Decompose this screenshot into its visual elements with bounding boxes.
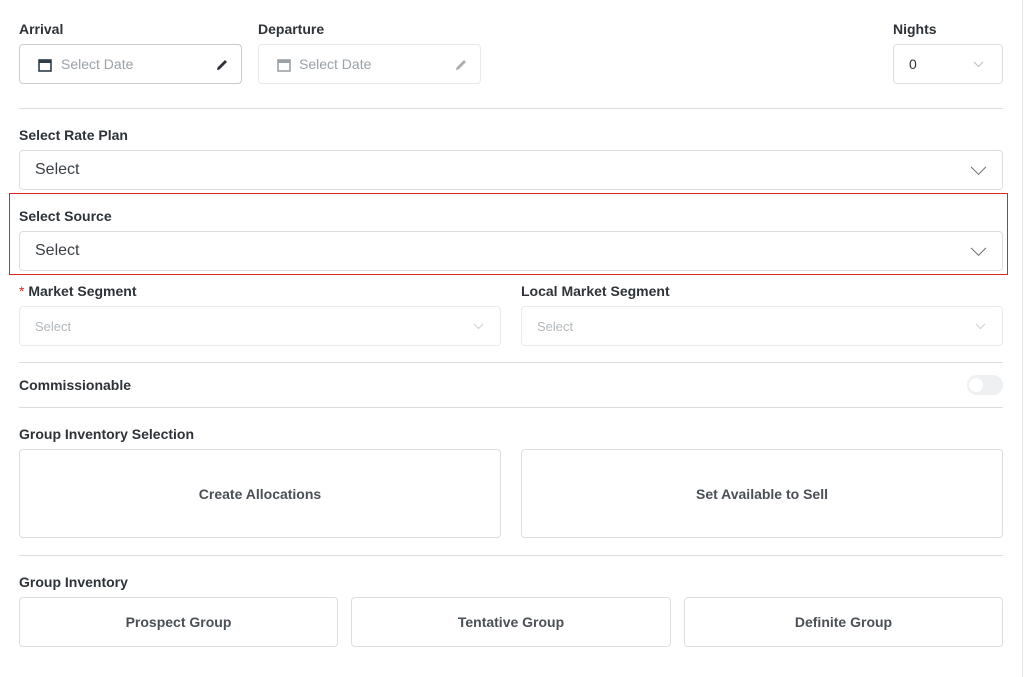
arrival-placeholder: Select Date [61, 56, 134, 72]
rate-plan-value: Select [35, 161, 80, 178]
nights-value: 0 [909, 56, 917, 72]
local-market-segment-value: Select [537, 318, 574, 334]
toggle-knob [969, 378, 983, 392]
commissionable-label: Commissionable [19, 377, 132, 393]
market-segment-select[interactable]: Select [19, 306, 501, 346]
pencil-icon[interactable] [215, 58, 229, 72]
scrollbar-edge [1022, 0, 1023, 677]
arrival-date-input[interactable]: Select Date [19, 44, 242, 84]
tentative-group-button[interactable]: Tentative Group [351, 597, 671, 647]
divider [19, 108, 1003, 109]
chevron-down-icon [975, 319, 986, 330]
group-inventory-label: Group Inventory [19, 574, 128, 590]
nights-label: Nights [893, 21, 937, 37]
rate-plan-select[interactable]: Select [19, 150, 1003, 190]
definite-group-button[interactable]: Definite Group [684, 597, 1003, 647]
market-segment-label-text: Market Segment [28, 283, 137, 299]
set-available-to-sell-button[interactable]: Set Available to Sell [521, 449, 1003, 538]
calendar-icon [38, 59, 52, 72]
arrival-label: Arrival [19, 21, 64, 37]
rate-plan-label: Select Rate Plan [19, 127, 128, 143]
chevron-down-icon [970, 159, 987, 176]
commissionable-toggle[interactable] [967, 375, 1003, 395]
calendar-icon [277, 59, 291, 72]
source-highlight [9, 193, 1008, 275]
required-mark: * [19, 283, 25, 299]
divider [19, 362, 1003, 363]
create-allocations-button[interactable]: Create Allocations [19, 449, 501, 538]
local-market-segment-select[interactable]: Select [521, 306, 1003, 346]
chevron-down-icon [973, 57, 984, 68]
source-label: Select Source [19, 208, 112, 224]
local-market-segment-label: Local Market Segment [521, 283, 670, 299]
chevron-down-icon [473, 319, 484, 330]
market-segment-value: Select [35, 318, 72, 334]
source-value: Select [35, 242, 80, 259]
divider [19, 555, 1003, 556]
prospect-group-button[interactable]: Prospect Group [19, 597, 338, 647]
departure-date-input[interactable]: Select Date [258, 44, 481, 84]
source-select[interactable]: Select [19, 231, 1003, 271]
departure-placeholder: Select Date [299, 56, 372, 72]
group-inventory-selection-label: Group Inventory Selection [19, 426, 195, 442]
pencil-icon[interactable] [454, 58, 468, 72]
chevron-down-icon [970, 240, 987, 257]
nights-select[interactable]: 0 [893, 44, 1003, 84]
divider [19, 407, 1003, 408]
departure-label: Departure [258, 21, 325, 37]
market-segment-label: * Market Segment [19, 283, 137, 299]
